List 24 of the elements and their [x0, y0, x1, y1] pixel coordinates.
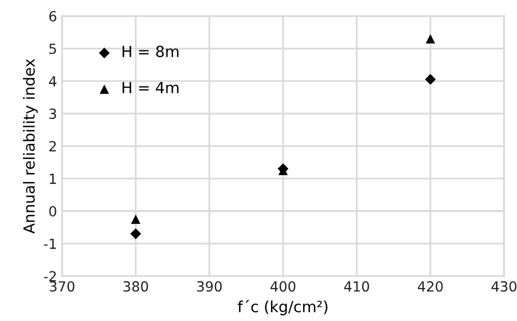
- x-tick-label: 370: [50, 281, 74, 292]
- y-tick-label: 1: [50, 174, 56, 184]
- x-tick-label: 430: [492, 281, 516, 292]
- y-tick-label: 6: [49, 11, 56, 22]
- x-tick-label: 390: [197, 281, 222, 292]
- y-tick-label: 2: [49, 141, 56, 152]
- x-tick-label: 420: [418, 281, 443, 292]
- x-tick-label: 410: [344, 281, 370, 292]
- y-tick-label: -1: [44, 238, 56, 249]
- y-axis-title: Annual reliability index: [22, 58, 38, 234]
- legend-label: H = 8m: [122, 46, 178, 58]
- point: [131, 214, 140, 224]
- x-tick-label: 380: [124, 281, 148, 292]
- y-tick-label: 4: [49, 76, 56, 86]
- point: [426, 34, 436, 44]
- y-tick-label: -2: [44, 271, 56, 282]
- legend-label: H = 4m: [122, 82, 178, 94]
- y-tick-label: 3: [49, 108, 56, 120]
- y-tick-label: 0: [49, 206, 56, 217]
- point: [425, 74, 436, 85]
- point: [130, 228, 142, 240]
- y-tick-label: 5: [49, 44, 56, 54]
- x-tick-label: 400: [270, 281, 296, 292]
- x-axis-title: f´c (kg/cm²): [238, 300, 328, 316]
